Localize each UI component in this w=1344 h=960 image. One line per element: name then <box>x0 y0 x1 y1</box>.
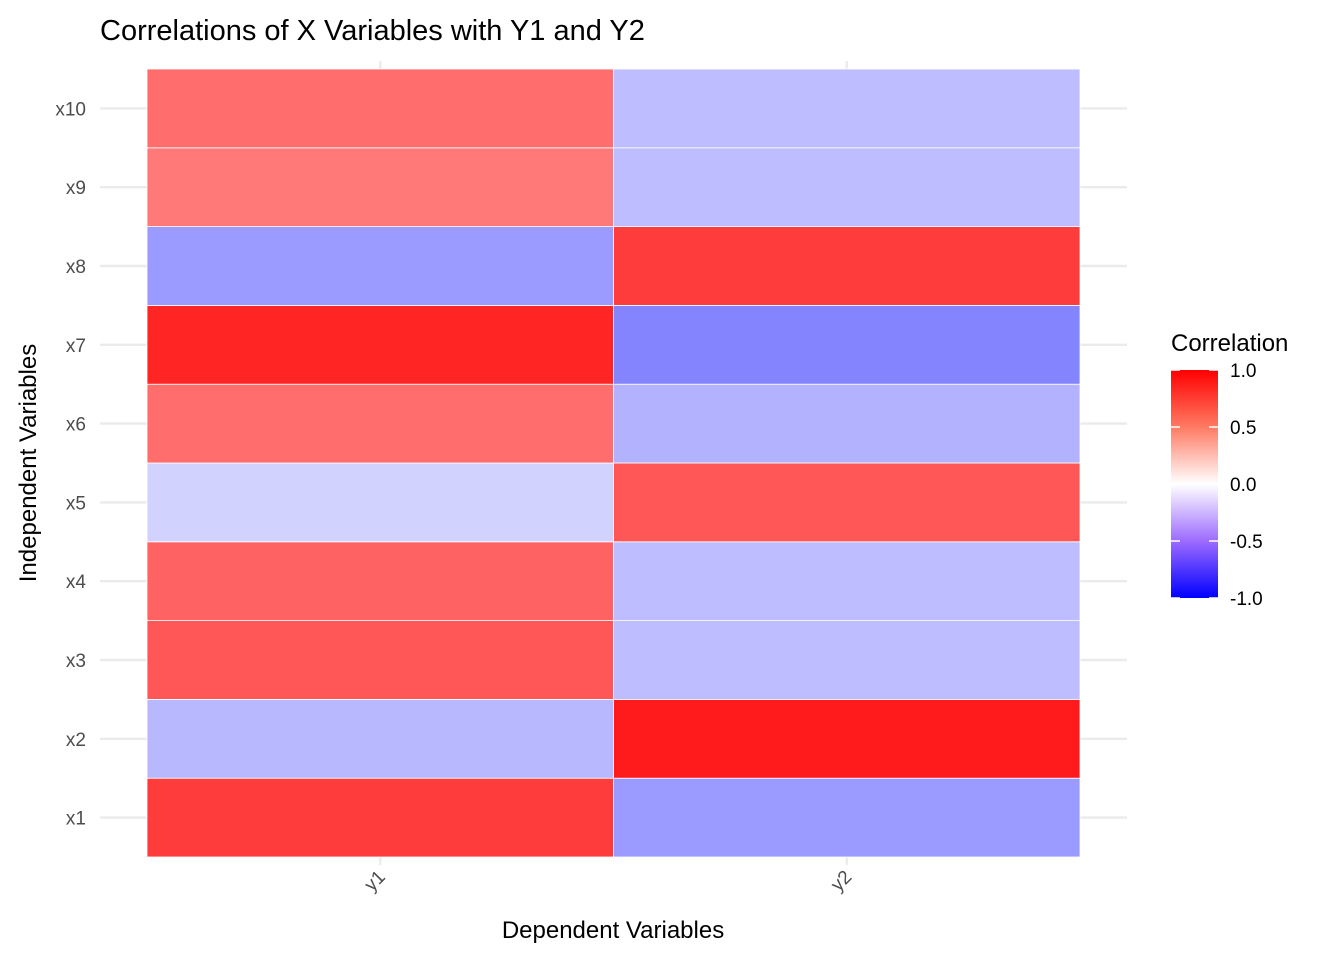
legend-title: Correlation <box>1171 330 1288 357</box>
heatmap-cell-x10-y2 <box>613 68 1081 149</box>
heatmap-cell-x2-y2 <box>613 699 1081 779</box>
heatmap-cell-x8-y2 <box>613 226 1081 306</box>
x-tick-label-y2: y2 <box>827 867 856 896</box>
y-tick-label-x4: x4 <box>66 572 87 593</box>
heatmap-cell-x10-y1 <box>146 68 614 149</box>
heatmap-cell-x3-y1 <box>146 620 614 700</box>
y-tick-label-x6: x6 <box>66 415 86 436</box>
y-tick-label-x1: x1 <box>66 809 86 830</box>
y-tick-label-x2: x2 <box>66 730 86 751</box>
heatmap-cell-x6-y1 <box>146 383 614 464</box>
y-axis-ticks: x1 x2 x3 x4 x5 x6 x7 x8 x9 x10 <box>55 99 86 829</box>
y-axis-title: Independent Variables <box>15 344 42 582</box>
legend-tick-label-3: -0.5 <box>1230 532 1263 553</box>
color-legend: Correlation 1.0 0.5 0.0 -0.5 -1.0 <box>1171 330 1288 610</box>
legend-tick-label-1: 0.5 <box>1230 418 1256 439</box>
heatmap-cell-x4-y2 <box>613 541 1081 621</box>
heatmap-cell-x3-y2 <box>613 620 1081 700</box>
heatmap-cell-x1-y1 <box>146 777 614 858</box>
y-tick-label-x10: x10 <box>55 99 86 120</box>
chart-title: Correlations of X Variables with Y1 and … <box>100 15 645 47</box>
heatmap-cell-x1-y2 <box>613 777 1081 858</box>
heatmap-cell-x7-y1 <box>146 304 614 385</box>
y-tick-label-x7: x7 <box>66 336 86 357</box>
legend-tick-label-4: -1.0 <box>1230 589 1263 610</box>
heatmap-cell-x9-y2 <box>613 147 1081 228</box>
heatmap-cell-x7-y2 <box>613 304 1081 385</box>
heatmap-cell-x8-y1 <box>146 226 614 306</box>
y-tick-label-x3: x3 <box>66 651 86 672</box>
x-axis-ticks: y1 y2 <box>361 867 857 896</box>
heatmap-cell-x9-y1 <box>146 147 614 228</box>
legend-ticks: 1.0 0.5 0.0 -0.5 -1.0 <box>1171 361 1263 610</box>
y-tick-label-x5: x5 <box>66 493 86 514</box>
heatmap-cells <box>146 68 1081 858</box>
heatmap-cell-x5-y2 <box>613 462 1081 543</box>
y-tick-label-x9: x9 <box>66 178 86 199</box>
heatmap-cell-x6-y2 <box>613 383 1081 464</box>
y-tick-label-x8: x8 <box>66 257 86 278</box>
heatmap-cell-x5-y1 <box>146 462 614 543</box>
x-tick-label-y1: y1 <box>361 867 390 896</box>
heatmap-cell-x4-y1 <box>146 541 614 621</box>
legend-tick-label-0: 1.0 <box>1230 361 1256 382</box>
heatmap-cell-x2-y1 <box>146 699 614 779</box>
x-axis-title: Dependent Variables <box>502 917 724 944</box>
legend-tick-label-2: 0.0 <box>1230 475 1256 496</box>
